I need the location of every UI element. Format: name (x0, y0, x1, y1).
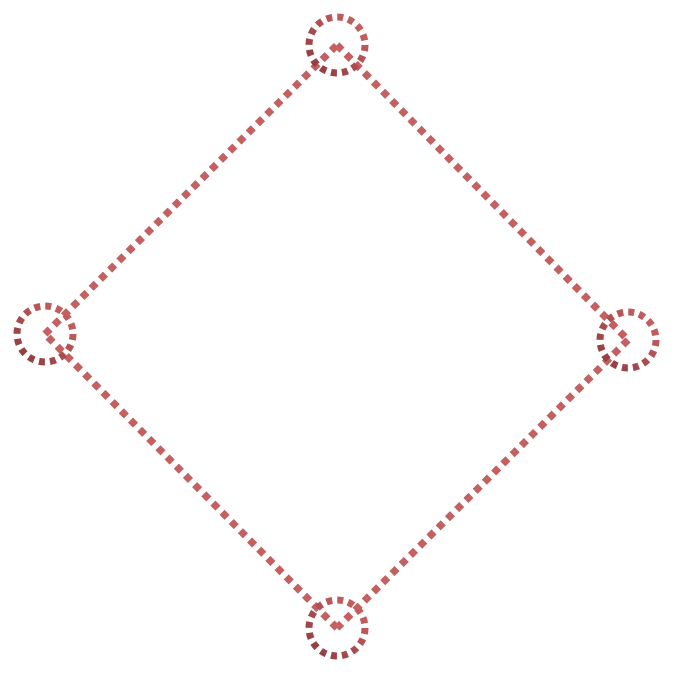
edge-right-bottom (334, 337, 631, 631)
edge-highlight-right-bottom (334, 337, 631, 631)
node-right (596, 308, 660, 372)
node-left (13, 302, 77, 366)
vertex-nodes (13, 13, 660, 660)
diamond-edges (42, 42, 631, 631)
edge-highlight-left-top (42, 42, 340, 337)
edge-left-top (42, 42, 340, 337)
edge-highlight-top-right (334, 42, 631, 343)
edge-highlight-bottom-left (42, 331, 340, 631)
node-top (305, 13, 369, 77)
node-bottom (305, 596, 369, 660)
